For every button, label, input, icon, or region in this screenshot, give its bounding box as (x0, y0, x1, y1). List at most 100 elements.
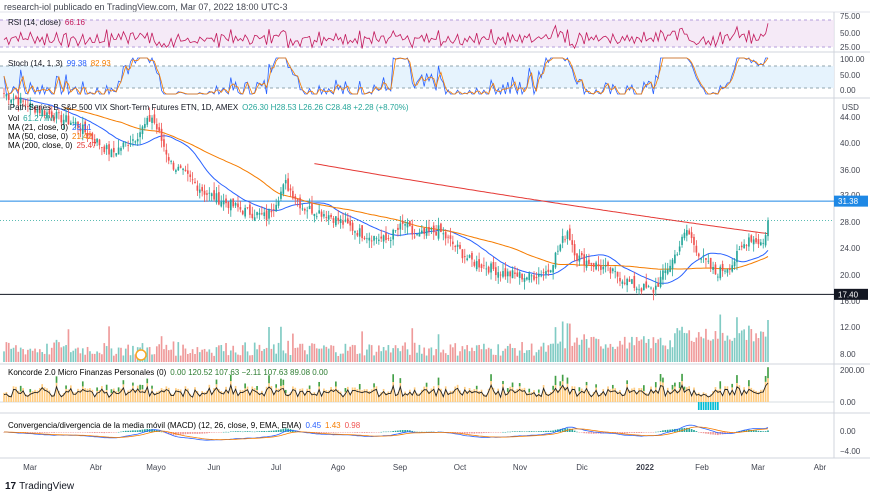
candle-body (406, 222, 409, 228)
macd-hist-bar (346, 432, 349, 433)
candle-body (485, 268, 488, 270)
volume-bar (225, 343, 227, 362)
volume-bar (253, 342, 256, 362)
candle-body (633, 275, 636, 288)
macd-hist-bar (182, 432, 184, 435)
volume-bar (167, 350, 170, 362)
volume-bar (182, 344, 184, 362)
koncorde-bar (714, 387, 717, 402)
volume-bar (296, 347, 299, 362)
candle-body (745, 245, 748, 247)
koncorde-blue-bar (702, 402, 705, 410)
candle-body (380, 236, 383, 239)
macd-hist-bar (545, 430, 547, 432)
koncorde-bar (452, 390, 454, 402)
macd-hist-bar (425, 431, 428, 433)
macd-hist-bar (189, 432, 192, 434)
candle-body (535, 276, 538, 279)
volume-bar (576, 337, 578, 362)
koncorde-bar (669, 391, 671, 402)
volume-bar (256, 349, 258, 362)
volume-bar (411, 328, 414, 362)
koncorde-bar (645, 393, 648, 402)
koncorde-bar (585, 385, 588, 402)
macd-hist-bar (700, 432, 702, 433)
koncorde-green-bar (81, 381, 84, 387)
koncorde-bar (122, 384, 125, 402)
candle-body (3, 93, 5, 94)
candle-body (428, 226, 430, 232)
koncorde-green-bar (528, 388, 531, 393)
koncorde-bar (683, 389, 686, 402)
koncorde-bar (86, 388, 89, 402)
volume-bar (428, 348, 430, 362)
candle-body (394, 230, 397, 232)
koncorde-bar (110, 392, 113, 402)
candle-body (750, 235, 753, 242)
macd-hist-bar (619, 432, 621, 434)
koncorde-bar (363, 389, 366, 402)
koncorde-bar (626, 383, 628, 402)
koncorde-bar (129, 389, 132, 402)
candle-body (654, 285, 657, 290)
candle-body (175, 170, 177, 172)
ma21-line (15, 97, 769, 284)
macd-hist-bar (595, 432, 597, 434)
volume-bar (363, 355, 366, 362)
volume-bar (70, 352, 72, 362)
koncorde-bar (420, 389, 423, 402)
macd-hist-bar (187, 432, 189, 435)
candle-body (530, 275, 533, 277)
candle-body (456, 244, 459, 247)
volume-bar (280, 326, 282, 362)
macd-hist-bar (516, 431, 519, 432)
koncorde-bar (578, 391, 581, 402)
macd-hist-bar (717, 432, 719, 436)
koncorde-bar (346, 386, 349, 402)
candle-body (358, 228, 361, 237)
candle-body (585, 260, 588, 268)
koncorde-bar (516, 388, 519, 402)
koncorde-bar (349, 393, 352, 402)
candle-body (249, 204, 251, 215)
koncorde-green-bar (678, 382, 681, 388)
koncorde-green-bar (578, 387, 581, 392)
candle-body (373, 235, 375, 241)
candle-body (327, 215, 330, 220)
macd-hist-bar (268, 430, 270, 432)
macd-hist-bar (423, 431, 426, 433)
koncorde-bar (530, 392, 533, 402)
koncorde-bar (640, 388, 643, 402)
volume-bar (621, 344, 624, 362)
candle-body (714, 264, 717, 275)
macd-hist-bar (265, 431, 268, 432)
candle-body (129, 143, 132, 145)
volume-bar (213, 355, 215, 362)
koncorde-green-bar (256, 385, 258, 390)
volume-bar (425, 355, 428, 362)
volume-bar (48, 354, 51, 362)
candle-body (62, 119, 65, 125)
candle-body (105, 145, 108, 150)
koncorde-bar (272, 392, 275, 402)
volume-bar (690, 340, 693, 362)
candle-body (511, 270, 514, 279)
macd-hist-bar (351, 432, 354, 433)
macd-hist-bar (60, 432, 63, 433)
koncorde-green-bar (65, 385, 67, 389)
koncorde-bar (358, 389, 361, 402)
macd-hist-bar (198, 432, 201, 434)
macd-hist-bar (62, 432, 65, 433)
volume-bar (502, 350, 504, 362)
candle-body (483, 265, 485, 267)
price-axis[interactable]: 75.00 50.00 25.00 100.00 50.00 0.00 USD … (840, 12, 865, 456)
event-marker[interactable] (135, 349, 147, 361)
tradingview-footer[interactable]: 17 TradingView (5, 481, 74, 492)
candle-body (631, 279, 633, 284)
koncorde-bar (583, 390, 585, 402)
volume-bar (748, 325, 750, 362)
candle-body (760, 242, 762, 246)
candle-body (256, 212, 258, 216)
macd-hist-bar (327, 432, 330, 433)
